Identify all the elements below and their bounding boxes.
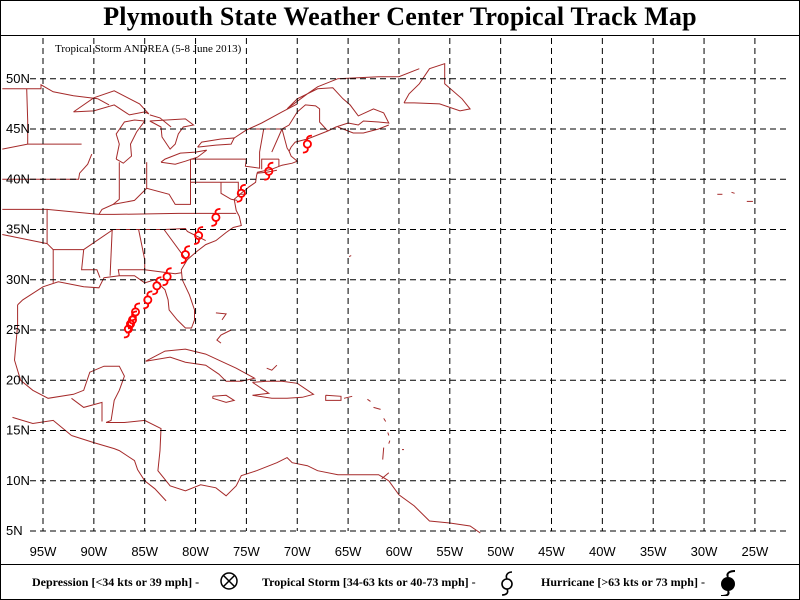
tropical-storm-marker <box>302 134 312 154</box>
storm-track <box>123 134 312 339</box>
map-title: Plymouth State Weather Center Tropical T… <box>103 2 697 31</box>
coast-line <box>97 98 110 106</box>
latitude-tick-label: 45N <box>6 121 30 136</box>
coast-line <box>233 103 298 139</box>
title-divider <box>0 35 800 36</box>
coast-line <box>387 432 390 436</box>
coast-line <box>220 182 238 201</box>
legend-hurricane-label: Hurricane [>63 kts or 73 mph] - <box>541 575 705 589</box>
coast-line <box>71 435 167 502</box>
tropical-storm-marker <box>130 302 141 322</box>
coast-line <box>149 114 172 128</box>
coast-line <box>112 162 120 205</box>
coast-line <box>373 406 381 410</box>
legend: Depression [<34 kts or 39 mph] - Tropica… <box>0 566 800 598</box>
tropical-storm-marker <box>180 245 190 265</box>
latitude-tick-label: 25N <box>6 322 30 337</box>
coast-line <box>348 255 352 258</box>
coast-line <box>2 234 48 245</box>
legend-depression-label: Depression [<34 kts or 39 mph] - <box>32 575 200 589</box>
coast-line <box>109 229 113 276</box>
longitude-tick-label: 35W <box>640 544 667 559</box>
tropical-storm-marker <box>143 290 153 310</box>
longitude-tick-label: 50W <box>487 544 514 559</box>
coast-line <box>286 68 420 132</box>
longitude-tick-label: 40W <box>589 544 616 559</box>
longitude-tick-label: 75W <box>233 544 260 559</box>
tropical-storm-marker <box>194 226 204 245</box>
coast-line <box>271 128 283 153</box>
coast-line <box>145 348 256 382</box>
track-map: 5N 10N 15N 20N 25N 30N 35N 40N 45N 50N 95W 90W 85W 80… <box>2 38 790 559</box>
coast-line <box>325 394 342 401</box>
coast-line <box>403 63 472 112</box>
coast-line <box>2 208 237 215</box>
tropical-storm-marker <box>162 267 172 287</box>
lat-lon-grid <box>30 38 790 532</box>
latitude-tick-label: 35N <box>6 222 30 237</box>
legend-tropical-storm-label: Tropical Storm [34-63 kts or 40-73 mph] … <box>262 575 476 589</box>
longitude-tick-label: 60W <box>386 544 413 559</box>
coast-line <box>343 395 353 399</box>
storm-name-label: Tropical Storm ANDREA (5-8 June 2013) <box>55 43 242 55</box>
coast-line <box>382 447 385 460</box>
coast-line <box>144 269 182 275</box>
latitude-tick-label: 50N <box>6 71 30 86</box>
coast-line <box>383 418 387 422</box>
coast-line <box>190 181 247 195</box>
coast-line <box>388 480 481 534</box>
coast-line <box>215 312 227 321</box>
longitude-tick-label: 45W <box>538 544 565 559</box>
coast-line <box>149 118 195 150</box>
tropical-storm-marker <box>264 161 274 181</box>
hurricane-icon <box>720 570 736 596</box>
longitude-tick-label: 30W <box>691 544 718 559</box>
coast-line <box>216 329 232 344</box>
axis-tick-labels: 5N 10N 15N 20N 25N 30N 35N 40N 45N 50N 95W 90W 85W 80… <box>6 71 769 559</box>
latitude-tick-label: 40N <box>6 171 30 186</box>
longitude-tick-label: 90W <box>80 544 107 559</box>
coast-line <box>388 440 391 444</box>
latitude-tick-label: 20N <box>6 372 30 387</box>
tropical-storm-icon <box>501 571 513 596</box>
tropical-storm-marker <box>127 310 138 330</box>
coast-line <box>26 88 29 145</box>
latitude-tick-label: 15N <box>6 423 30 438</box>
longitude-tick-label: 65W <box>335 544 362 559</box>
coast-line <box>106 419 390 497</box>
coast-line <box>266 364 278 371</box>
coast-line <box>2 83 98 100</box>
longitude-tick-label: 70W <box>284 544 311 559</box>
coast-line <box>261 158 279 170</box>
longitude-tick-label: 80W <box>182 544 209 559</box>
coast-line <box>252 380 315 399</box>
coast-line <box>71 397 103 422</box>
coast-line <box>212 394 236 403</box>
longitude-tick-label: 25W <box>742 544 769 559</box>
latitude-tick-label: 5N <box>6 523 23 538</box>
tropical-storm-marker <box>152 276 162 296</box>
coast-line <box>13 304 125 423</box>
legend-divider <box>0 564 800 565</box>
tropical-storm-marker <box>236 183 246 203</box>
coast-line <box>256 169 277 174</box>
coast-line <box>17 130 328 329</box>
coast-line <box>367 398 371 402</box>
coast-line <box>249 104 329 132</box>
coast-line <box>73 90 150 116</box>
latitude-tick-label: 30N <box>6 272 30 287</box>
latitude-tick-label: 10N <box>6 473 30 488</box>
coast-line <box>731 191 735 194</box>
coastlines-and-borders <box>2 63 753 534</box>
longitude-tick-label: 85W <box>131 544 158 559</box>
coast-line <box>190 128 265 169</box>
tropical-storm-marker <box>211 207 221 227</box>
longitude-tick-label: 95W <box>30 544 57 559</box>
coast-line <box>98 159 191 215</box>
coast-line <box>160 149 208 165</box>
longitude-tick-label: 55W <box>436 544 463 559</box>
coast-line <box>281 128 290 152</box>
depression-icon <box>220 572 238 590</box>
coast-line <box>381 472 390 480</box>
